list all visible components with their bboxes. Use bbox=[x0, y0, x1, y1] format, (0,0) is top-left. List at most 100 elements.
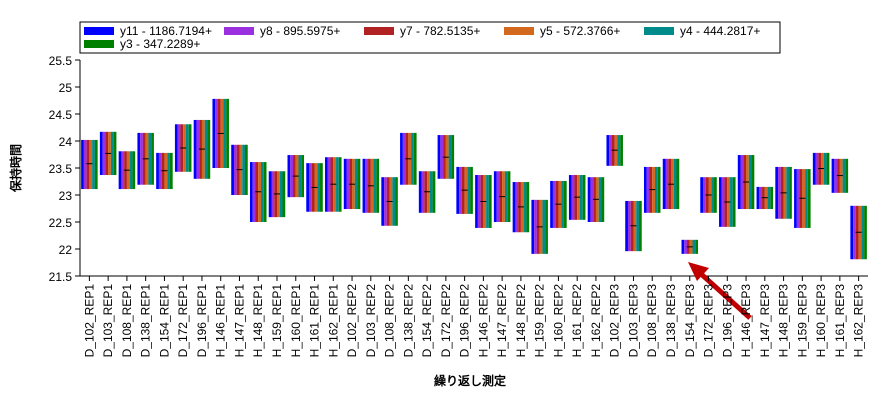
range-bar bbox=[740, 155, 744, 210]
x-tick-label: D_138_REP3 bbox=[664, 284, 678, 358]
range-bar bbox=[756, 186, 760, 210]
range-bar bbox=[850, 205, 854, 260]
range-bar bbox=[721, 177, 725, 227]
range-bar bbox=[534, 199, 537, 254]
range-bar bbox=[86, 139, 90, 190]
range-bar bbox=[317, 163, 321, 212]
range-bar bbox=[606, 135, 610, 166]
range-bar bbox=[357, 158, 361, 210]
range-bar bbox=[794, 169, 797, 228]
x-tick-label: H_159_REP3 bbox=[795, 284, 809, 358]
range-bar bbox=[384, 177, 387, 226]
range-bar bbox=[834, 158, 838, 193]
range-bar bbox=[467, 166, 471, 214]
range-bar bbox=[552, 180, 556, 228]
range-bar bbox=[542, 199, 546, 254]
range-bar bbox=[327, 157, 331, 212]
x-tick-label: H_162_REP3 bbox=[852, 284, 866, 358]
range-bar bbox=[714, 177, 717, 213]
range-bar bbox=[831, 158, 835, 193]
legend-label: y8 - 895.5975+ bbox=[260, 24, 340, 38]
legend-swatch bbox=[224, 27, 254, 35]
x-tick-label: D_102_REP2 bbox=[345, 284, 359, 358]
range-bar bbox=[568, 175, 572, 220]
x-tick-label: D_196_REP3 bbox=[720, 284, 734, 358]
x-tick-label: H_147_REP3 bbox=[758, 284, 772, 358]
range-bar bbox=[306, 163, 310, 212]
range-bar bbox=[864, 205, 867, 260]
x-tick-label: D_108_REP2 bbox=[383, 284, 397, 358]
range-bar bbox=[748, 155, 752, 210]
range-bar bbox=[770, 186, 774, 210]
range-bar bbox=[167, 152, 170, 190]
range-bar bbox=[336, 157, 339, 212]
range-bar bbox=[732, 177, 736, 227]
range-bar bbox=[320, 163, 323, 212]
range-bar bbox=[193, 119, 197, 179]
range-bar bbox=[432, 171, 436, 213]
range-bar bbox=[504, 171, 508, 222]
range-bar bbox=[523, 182, 527, 233]
range-bar bbox=[759, 186, 763, 210]
x-tick-label: H_161_REP1 bbox=[308, 284, 322, 358]
range-bar bbox=[545, 199, 548, 254]
range-bar bbox=[392, 177, 396, 226]
range-bar bbox=[362, 158, 366, 213]
range-bar bbox=[129, 151, 133, 190]
range-bar bbox=[845, 158, 849, 193]
range-bar bbox=[94, 139, 98, 190]
range-bar bbox=[249, 162, 253, 222]
x-tick-label: D_172_REP2 bbox=[439, 284, 453, 358]
legend-swatch bbox=[364, 27, 394, 35]
range-bar bbox=[215, 98, 218, 168]
x-tick-label: H_159_REP2 bbox=[533, 284, 547, 358]
range-bar bbox=[657, 166, 661, 213]
range-bar bbox=[662, 158, 666, 210]
range-bar bbox=[711, 177, 715, 213]
x-tick-label: H_161_REP2 bbox=[570, 284, 584, 358]
range-bar bbox=[89, 139, 93, 190]
legend-swatch bbox=[644, 27, 674, 35]
range-bar bbox=[695, 239, 699, 254]
range-bar bbox=[177, 124, 181, 172]
y-tick-label: 25.5 bbox=[49, 54, 73, 68]
y-tick-label: 24 bbox=[59, 135, 73, 149]
range-bar bbox=[231, 144, 234, 195]
range-bar bbox=[185, 124, 189, 172]
legend-label: y7 - 782.5135+ bbox=[400, 24, 480, 38]
range-bar bbox=[767, 186, 771, 210]
range-bar bbox=[325, 157, 328, 212]
range-bar bbox=[627, 200, 631, 252]
range-bar bbox=[151, 132, 154, 185]
legend-swatch bbox=[504, 27, 534, 35]
range-bar bbox=[121, 151, 125, 190]
range-bar bbox=[437, 135, 441, 179]
range-bar bbox=[719, 177, 722, 227]
range-bar bbox=[571, 175, 575, 220]
x-tick-label: D_108_REP1 bbox=[120, 284, 134, 358]
range-bar bbox=[365, 158, 369, 213]
range-bar bbox=[796, 169, 800, 228]
range-bar bbox=[81, 139, 84, 190]
range-bar bbox=[512, 182, 516, 233]
range-bar bbox=[587, 177, 591, 222]
x-tick-label: H_162_REP1 bbox=[326, 284, 340, 358]
x-tick-label: D_103_REP1 bbox=[101, 284, 115, 358]
range-bar bbox=[805, 169, 808, 228]
legend-swatch bbox=[84, 27, 114, 35]
range-bar bbox=[440, 135, 444, 179]
x-tick-label: H_148_REP3 bbox=[777, 284, 791, 358]
range-bar bbox=[451, 135, 455, 179]
range-bar bbox=[751, 155, 755, 210]
range-bar bbox=[636, 200, 639, 252]
x-tick-label: D_102_REP3 bbox=[608, 284, 622, 358]
range-bar bbox=[692, 239, 696, 254]
legend-label: y3 - 347.2289+ bbox=[120, 37, 200, 51]
range-bar bbox=[531, 199, 535, 254]
range-bar bbox=[786, 166, 790, 219]
y-tick-label: 21.5 bbox=[49, 270, 73, 284]
x-tick-label: D_172_REP1 bbox=[176, 284, 190, 358]
range-bar bbox=[488, 175, 492, 228]
range-bar bbox=[223, 98, 227, 168]
range-bar bbox=[681, 239, 685, 254]
